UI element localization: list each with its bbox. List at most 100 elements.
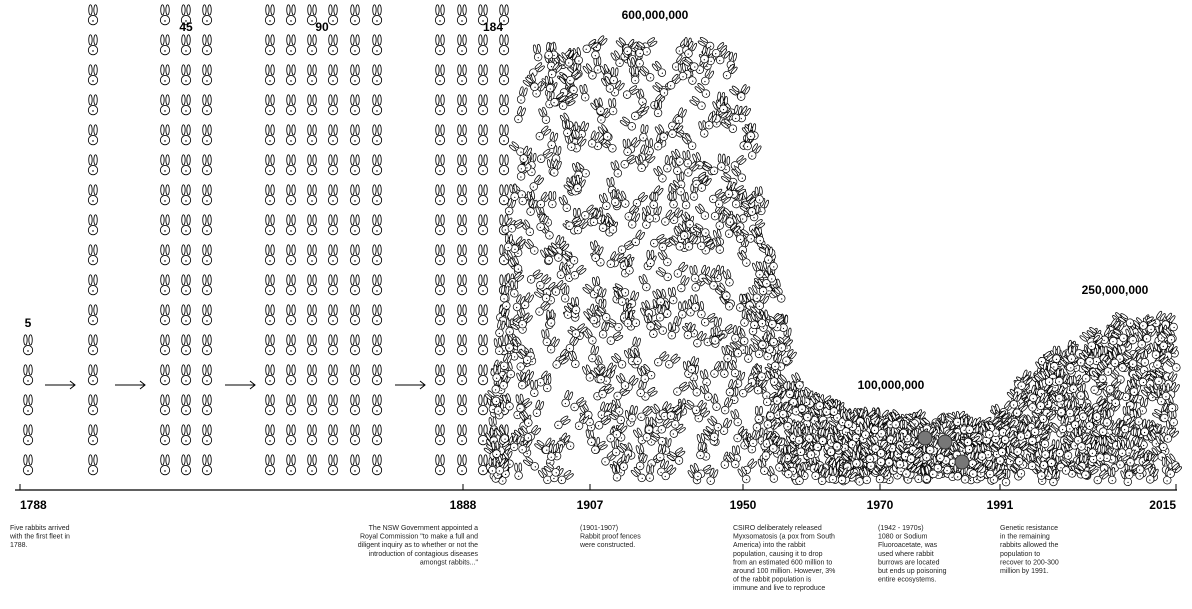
note-line: Five rabbits arrived (10, 525, 70, 532)
note-line: (1942 - 1970s) (878, 525, 924, 532)
population-count: 90 (315, 20, 329, 34)
note-line: Genetic resistance (1000, 525, 1058, 532)
rabbit-icon (286, 185, 295, 205)
rabbit-icon (699, 384, 713, 402)
rabbit-icon (202, 185, 211, 205)
rabbit-icon (88, 425, 97, 445)
rabbit-icon (457, 185, 466, 205)
note-line: of the rabbit population is (733, 577, 812, 584)
rabbit-icon (350, 65, 359, 85)
rabbit-icon (286, 365, 295, 385)
rabbit-icon (181, 155, 190, 175)
poisoned-rabbit (955, 455, 969, 469)
rabbit-icon (372, 5, 381, 25)
rabbit-icon (528, 62, 546, 78)
rabbit-icon (328, 215, 337, 235)
rabbit-icon (307, 305, 316, 325)
note-line: Myxsomatosis (a pox from South (733, 534, 835, 541)
rabbit-icon (328, 275, 337, 295)
rabbit-icon (457, 305, 466, 325)
rabbit-icon (495, 320, 506, 338)
rabbit-icon (181, 425, 190, 445)
rabbit-icon (435, 215, 444, 235)
note-line: population to (1000, 551, 1040, 558)
rabbit-icon (160, 5, 169, 25)
note-line: CSIRO deliberately released (733, 525, 822, 532)
rabbit-icon (372, 335, 381, 355)
rabbit-icon (286, 275, 295, 295)
rabbit-icon (181, 245, 190, 265)
rabbit-icon (181, 275, 190, 295)
rabbit-icon (265, 425, 274, 445)
rabbit-icon (457, 35, 466, 55)
rabbit-icon (88, 305, 97, 325)
rabbit-icon (202, 365, 211, 385)
rabbit-icon (160, 95, 169, 115)
rabbit-icon (638, 274, 651, 292)
rabbit-icon (533, 44, 543, 61)
rabbit-icon (328, 155, 337, 175)
rabbit-icon (307, 335, 316, 355)
rabbit-icon (435, 395, 444, 415)
rabbit-icon (372, 395, 381, 415)
rabbit-icon (265, 65, 274, 85)
rabbit-icon (202, 35, 211, 55)
rabbit-icon (88, 455, 97, 475)
rabbit-icon (457, 155, 466, 175)
rabbit-icon (520, 219, 535, 237)
rabbit-icon (160, 395, 169, 415)
rabbit-icon (565, 335, 580, 353)
population-count: 45 (179, 20, 193, 34)
rabbit-icon (307, 425, 316, 445)
rabbit-icon (478, 365, 487, 385)
rabbit-icon (457, 455, 466, 475)
note-line: The NSW Government appointed a (369, 525, 478, 532)
rabbit-icon (435, 155, 444, 175)
rabbit-icon (181, 395, 190, 415)
rabbit-icon (372, 95, 381, 115)
rabbit-icon (435, 5, 444, 25)
rabbit-icon (457, 335, 466, 355)
rabbit-icon (328, 395, 337, 415)
rabbit-icon (181, 35, 190, 55)
note-line: rabbits allowed the (1000, 542, 1058, 549)
rabbit-icon (737, 250, 752, 268)
rabbit-icon (350, 455, 359, 475)
population-count: 250,000,000 (1082, 283, 1149, 297)
rabbit-icon (536, 148, 554, 164)
rabbit-icon (202, 245, 211, 265)
rabbit-icon (202, 455, 211, 475)
rabbit-icon (350, 155, 359, 175)
rabbit-icon (610, 160, 623, 178)
rabbit-icon (499, 65, 508, 85)
rabbit-icon (88, 155, 97, 175)
rabbit-icon (478, 35, 487, 55)
rabbit-icon (160, 185, 169, 205)
rabbit-icon (265, 305, 274, 325)
rabbit-icon (478, 215, 487, 235)
rabbit-icon (160, 215, 169, 235)
note-line: around 100 million. However, 3% (733, 568, 835, 575)
rabbit-icon (202, 335, 211, 355)
rabbit-icon (457, 395, 466, 415)
note-line: entire ecosystems. (878, 577, 936, 584)
rabbit-icon (307, 155, 316, 175)
rabbit-icon (751, 261, 764, 279)
rabbit-icon (478, 395, 487, 415)
note-line: from an estimated 600 million to (733, 559, 832, 566)
note-line: diligent inquiry as to whether or not th… (358, 542, 478, 549)
rabbit-icon (372, 185, 381, 205)
infographic: 54590184600,000,000100,000,000250,000,00… (0, 0, 1192, 609)
rabbit-icon (160, 245, 169, 265)
rabbit-icon (541, 329, 551, 347)
rabbit-icon (328, 455, 337, 475)
rabbit-icon (457, 95, 466, 115)
rabbit-icon (513, 106, 526, 124)
rabbit-icon (372, 305, 381, 325)
rabbit-icon (657, 249, 673, 267)
note-line: Fluoroacetate, was (878, 542, 938, 549)
rabbit-icon (307, 365, 316, 385)
rabbit-icon (435, 275, 444, 295)
rabbit-icon (722, 269, 734, 287)
rabbit-icon (160, 35, 169, 55)
